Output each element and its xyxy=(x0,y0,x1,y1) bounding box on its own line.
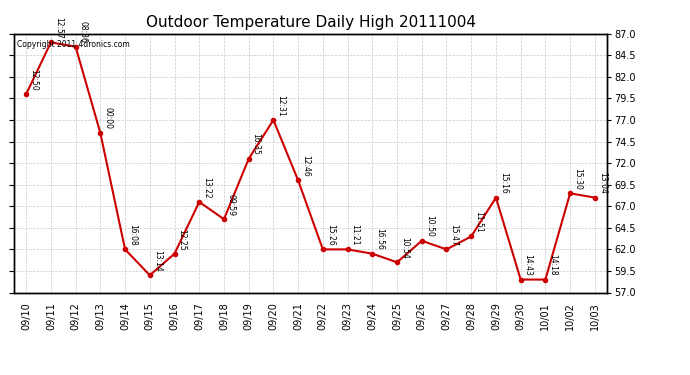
Text: 12:46: 12:46 xyxy=(301,155,310,177)
Text: 12:57: 12:57 xyxy=(54,17,63,39)
Text: 11:51: 11:51 xyxy=(474,211,483,233)
Text: 08:36: 08:36 xyxy=(79,21,88,43)
Text: 09:59: 09:59 xyxy=(227,194,236,216)
Text: 15:26: 15:26 xyxy=(326,224,335,246)
Text: 14:43: 14:43 xyxy=(524,254,533,276)
Text: 15:30: 15:30 xyxy=(573,168,582,190)
Text: 12:25: 12:25 xyxy=(177,229,186,250)
Text: 12:50: 12:50 xyxy=(29,69,38,91)
Text: 16:08: 16:08 xyxy=(128,224,137,246)
Text: 16:56: 16:56 xyxy=(375,228,384,250)
Text: 14:18: 14:18 xyxy=(549,255,558,276)
Text: 13:22: 13:22 xyxy=(202,177,211,198)
Text: 11:21: 11:21 xyxy=(351,224,359,246)
Text: 16:35: 16:35 xyxy=(252,134,261,155)
Text: 10:50: 10:50 xyxy=(425,215,434,237)
Text: 00:00: 00:00 xyxy=(104,108,112,129)
Text: 15:16: 15:16 xyxy=(499,172,508,194)
Text: 15:47: 15:47 xyxy=(449,224,458,246)
Text: 12:31: 12:31 xyxy=(277,95,286,117)
Title: Outdoor Temperature Daily High 20111004: Outdoor Temperature Daily High 20111004 xyxy=(146,15,475,30)
Text: 13:04: 13:04 xyxy=(598,172,607,194)
Text: 10:54: 10:54 xyxy=(400,237,409,259)
Text: Copyright 2011 4dronics.com: Copyright 2011 4dronics.com xyxy=(17,40,130,49)
Text: 13:14: 13:14 xyxy=(152,250,161,272)
